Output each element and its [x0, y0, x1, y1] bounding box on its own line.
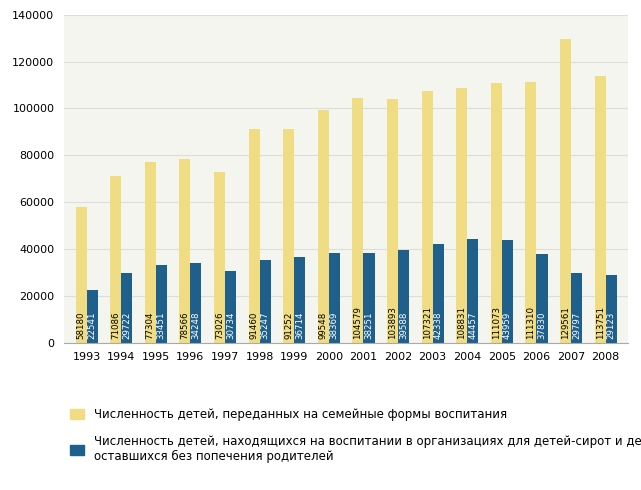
Text: 36714: 36714	[296, 312, 304, 340]
Bar	[502, 240, 513, 343]
Text: 129561: 129561	[561, 307, 570, 340]
Text: 22541: 22541	[88, 312, 97, 340]
Text: 38369: 38369	[330, 312, 339, 340]
Text: 77304: 77304	[146, 312, 154, 340]
Text: 111310: 111310	[526, 306, 535, 340]
Bar	[595, 76, 606, 343]
Bar	[560, 39, 571, 343]
Bar	[467, 239, 478, 343]
Bar	[190, 263, 201, 343]
Bar	[283, 129, 294, 343]
Legend: Численность детей, переданных на семейные формы воспитания, Численность детей, н: Численность детей, переданных на семейны…	[70, 408, 641, 463]
Bar	[294, 257, 305, 343]
Text: 91252: 91252	[284, 312, 293, 340]
Text: 42338: 42338	[434, 312, 443, 340]
Bar	[537, 254, 547, 343]
Bar	[353, 98, 363, 343]
Text: 29123: 29123	[607, 312, 616, 340]
Text: 34248: 34248	[192, 312, 201, 340]
Text: 44457: 44457	[469, 312, 478, 340]
Bar	[214, 172, 225, 343]
Text: 107321: 107321	[422, 306, 431, 340]
Bar	[110, 176, 121, 343]
Bar	[318, 110, 329, 343]
Text: 108831: 108831	[457, 306, 466, 340]
Bar	[491, 82, 502, 343]
Bar	[422, 91, 433, 343]
Bar	[145, 162, 156, 343]
Text: 113751: 113751	[595, 306, 604, 340]
Bar	[87, 290, 97, 343]
Text: 33451: 33451	[157, 312, 166, 340]
Text: 35247: 35247	[261, 312, 270, 340]
Bar	[329, 253, 340, 343]
Bar	[526, 82, 537, 343]
Bar	[121, 273, 132, 343]
Bar	[179, 159, 190, 343]
Bar	[156, 265, 167, 343]
Text: 58180: 58180	[76, 312, 85, 340]
Bar	[456, 88, 467, 343]
Text: 73026: 73026	[215, 312, 224, 340]
Bar	[76, 207, 87, 343]
Text: 78566: 78566	[180, 312, 189, 340]
Text: 103893: 103893	[388, 307, 397, 340]
Bar	[398, 250, 409, 343]
Text: 30734: 30734	[226, 312, 235, 340]
Bar	[225, 271, 236, 343]
Bar	[387, 99, 398, 343]
Text: 43959: 43959	[503, 312, 512, 340]
Bar	[433, 244, 444, 343]
Text: 39588: 39588	[399, 312, 408, 340]
Text: 29722: 29722	[122, 312, 131, 340]
Text: 38251: 38251	[365, 312, 374, 340]
Bar	[249, 128, 260, 343]
Text: 71086: 71086	[111, 312, 120, 340]
Text: 99548: 99548	[319, 312, 328, 340]
Text: 37830: 37830	[538, 312, 547, 340]
Bar	[363, 253, 374, 343]
Text: 111073: 111073	[492, 306, 501, 340]
Text: 104579: 104579	[353, 307, 362, 340]
Text: 29797: 29797	[572, 312, 581, 340]
Bar	[571, 273, 582, 343]
Text: 91460: 91460	[249, 312, 258, 340]
Bar	[606, 275, 617, 343]
Bar	[260, 260, 271, 343]
